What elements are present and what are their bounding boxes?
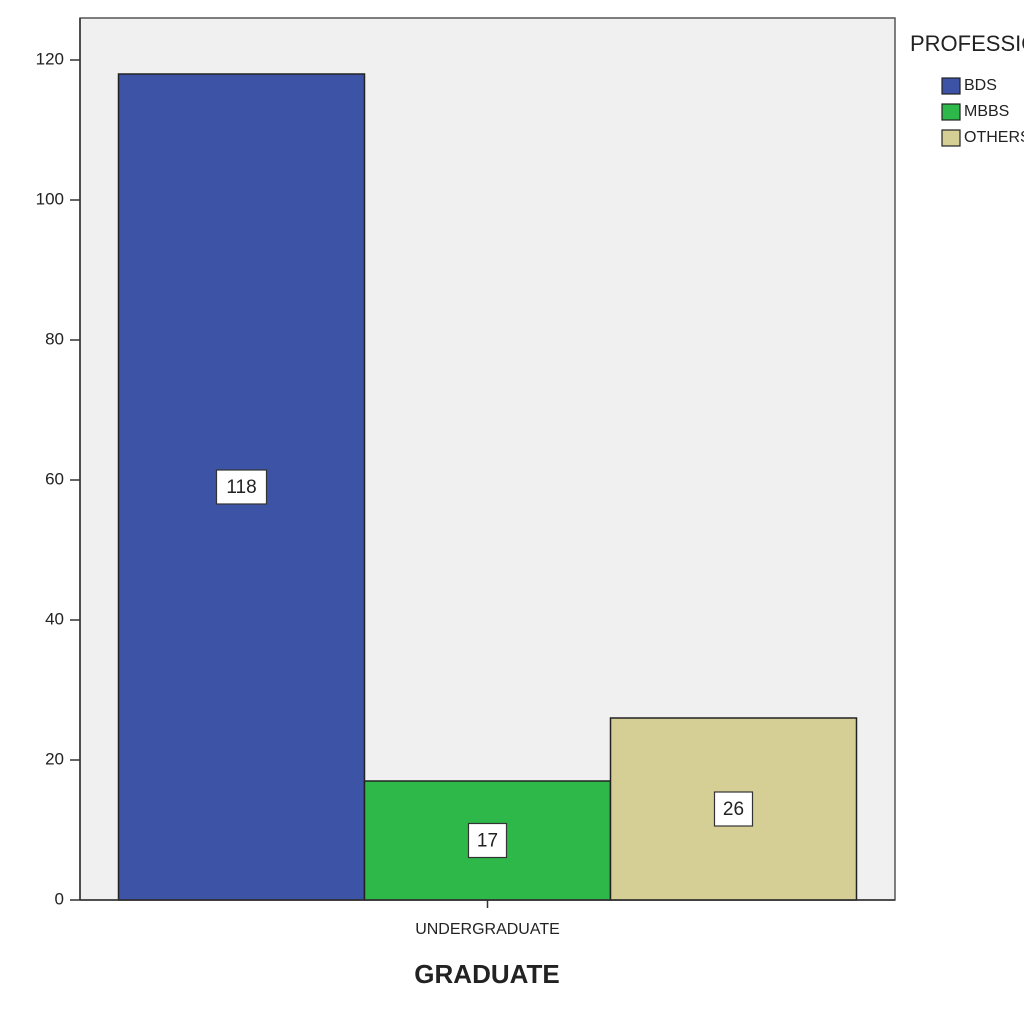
legend-swatch — [941, 77, 961, 95]
data-label-box — [713, 791, 754, 827]
data-label: 17 — [477, 831, 498, 852]
data-label-box — [467, 822, 508, 859]
legend-label: MBBS — [964, 103, 1009, 120]
legend-swatch — [941, 103, 961, 121]
y-tick-label: 20 — [45, 749, 64, 768]
legend-label: BDS — [964, 77, 997, 94]
legend-title: PROFESSION — [910, 31, 1024, 56]
y-tick-label: 40 — [45, 609, 64, 628]
y-tick-label: 120 — [36, 49, 64, 68]
legend-label: OTHERS — [964, 129, 1024, 146]
x-axis-title: GRADUATE — [414, 959, 559, 989]
data-label: 118 — [226, 477, 256, 498]
legend-swatch — [941, 129, 961, 147]
y-tick-label: 80 — [45, 329, 64, 348]
data-label: 26 — [723, 799, 744, 820]
y-tick-label: 100 — [36, 189, 64, 208]
data-label-box — [215, 469, 268, 505]
x-tick-label: UNDERGRADUATE — [415, 921, 560, 938]
y-tick-label: 0 — [55, 889, 64, 908]
y-tick-label: 60 — [45, 469, 64, 488]
